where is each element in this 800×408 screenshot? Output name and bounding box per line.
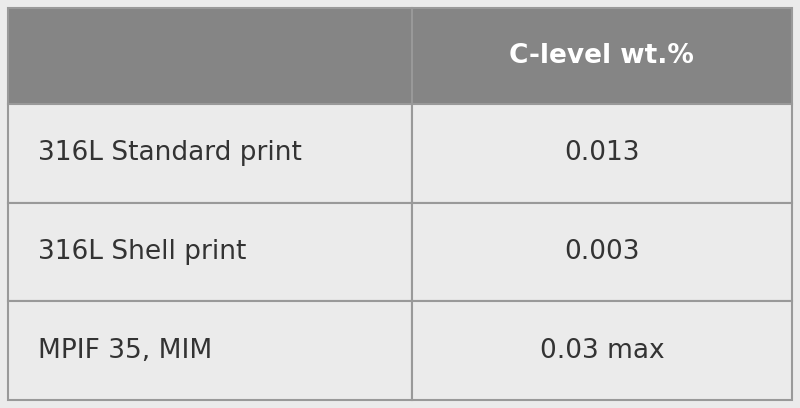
Bar	[8, 104, 412, 203]
Text: 0.03 max: 0.03 max	[539, 338, 664, 364]
Text: MPIF 35, MIM: MPIF 35, MIM	[38, 338, 212, 364]
Text: 316L Standard print: 316L Standard print	[38, 140, 302, 166]
Text: 316L Shell print: 316L Shell print	[38, 239, 246, 265]
Bar	[8, 8, 412, 104]
Bar	[412, 302, 792, 400]
Bar	[8, 302, 412, 400]
Text: C-level wt.%: C-level wt.%	[510, 43, 694, 69]
Text: 0.003: 0.003	[564, 239, 640, 265]
Bar	[8, 203, 412, 302]
Bar	[412, 203, 792, 302]
Bar	[412, 8, 792, 104]
Text: 0.013: 0.013	[564, 140, 640, 166]
Bar	[412, 104, 792, 203]
